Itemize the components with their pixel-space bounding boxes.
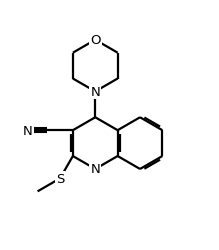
Text: N: N [90, 86, 100, 98]
Text: S: S [56, 172, 64, 185]
Text: N: N [23, 124, 33, 137]
Text: O: O [90, 34, 101, 47]
Text: N: N [90, 163, 100, 176]
